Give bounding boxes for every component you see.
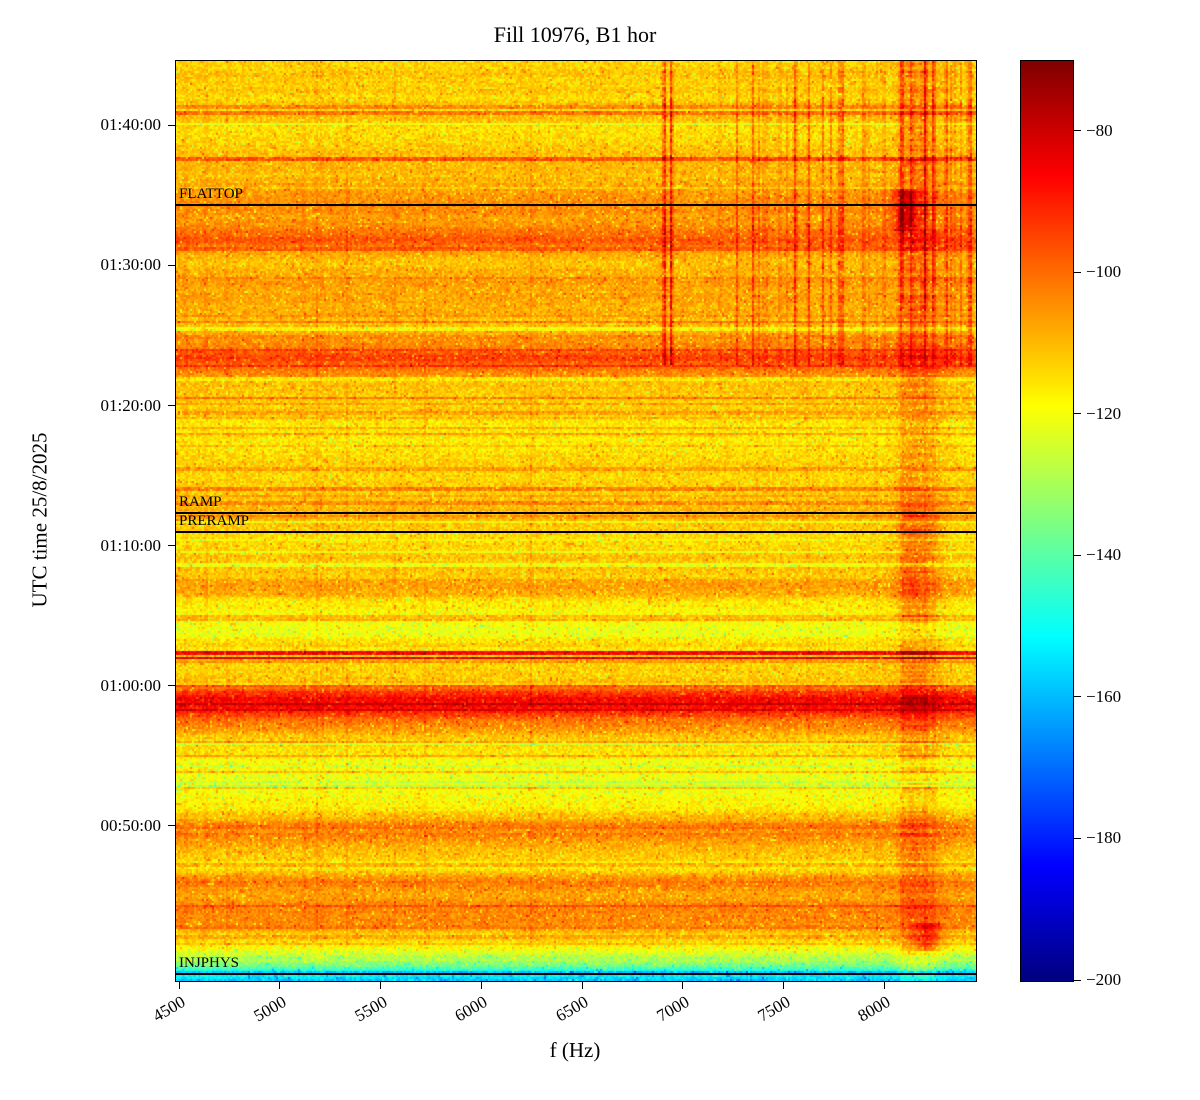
y-tick-label: 01:40:00 — [100, 115, 161, 135]
y-tick — [168, 825, 175, 827]
annotation-label: RAMP — [179, 493, 222, 510]
colorbar-tick-label: −200 — [1086, 970, 1122, 989]
colorbar-tick-label: −100 — [1086, 262, 1122, 282]
colorbar-tick-label: −120 — [1086, 403, 1122, 423]
x-tick — [480, 982, 482, 989]
y-tick-label: 01:10:00 — [100, 535, 161, 555]
x-tick — [581, 982, 583, 989]
x-tick-label: 6000 — [451, 992, 491, 1026]
y-tick — [168, 685, 175, 687]
x-tick — [178, 982, 180, 989]
y-tick-label: 01:30:00 — [100, 255, 161, 275]
x-tick-label: 4500 — [149, 992, 189, 1026]
colorbar-tick — [1074, 837, 1081, 839]
x-tick — [380, 982, 382, 989]
y-tick — [168, 545, 175, 547]
colorbar-tick — [1074, 554, 1081, 556]
x-tick-label: 7500 — [754, 992, 794, 1026]
annotation-label: INJPHYS — [179, 954, 240, 971]
annotation-line — [176, 203, 976, 206]
colorbar-tick-label: −140 — [1086, 545, 1122, 565]
y-axis-label: UTC time 25/8/2025 — [27, 432, 52, 608]
y-tick — [168, 264, 175, 266]
annotation-line — [176, 511, 976, 514]
y-tick-label: 00:50:00 — [100, 815, 161, 835]
annotation-label: PRERAMP — [179, 512, 250, 529]
x-tick — [682, 982, 684, 989]
y-tick — [168, 124, 175, 126]
colorbar-tick-label: −80 — [1086, 120, 1113, 140]
y-tick-label: 01:20:00 — [100, 395, 161, 415]
x-axis-label: f (Hz) — [549, 1038, 601, 1062]
colorbar-tick-label: −180 — [1086, 828, 1122, 848]
y-tick — [168, 405, 175, 407]
annotation-line — [176, 972, 976, 975]
annotation-label: FLATTOP — [179, 185, 243, 202]
x-tick-label: 5000 — [250, 992, 290, 1026]
x-tick-label: 5500 — [351, 992, 391, 1026]
x-tick — [883, 982, 885, 989]
annotation-line — [176, 530, 976, 533]
x-tick-label: 6500 — [552, 992, 592, 1026]
x-tick-label: 8000 — [854, 992, 894, 1026]
colorbar-tick — [1074, 696, 1081, 698]
x-tick — [783, 982, 785, 989]
x-tick-label: 7000 — [653, 992, 693, 1026]
colorbar — [1020, 60, 1074, 982]
colorbar-tick — [1074, 413, 1081, 415]
colorbar-tick — [1074, 271, 1081, 273]
y-tick-label: 01:00:00 — [100, 675, 161, 695]
colorbar-tick-label: −160 — [1086, 686, 1122, 706]
colorbar-tick — [1074, 130, 1081, 132]
colorbar-tick — [1074, 979, 1081, 981]
chart-title: Fill 10976, B1 hor — [493, 22, 657, 47]
x-tick — [279, 982, 281, 989]
spectrogram-canvas — [176, 61, 976, 981]
plot-area: FLATTOP RAMP PRERAMP INJPHYS — [175, 60, 977, 982]
